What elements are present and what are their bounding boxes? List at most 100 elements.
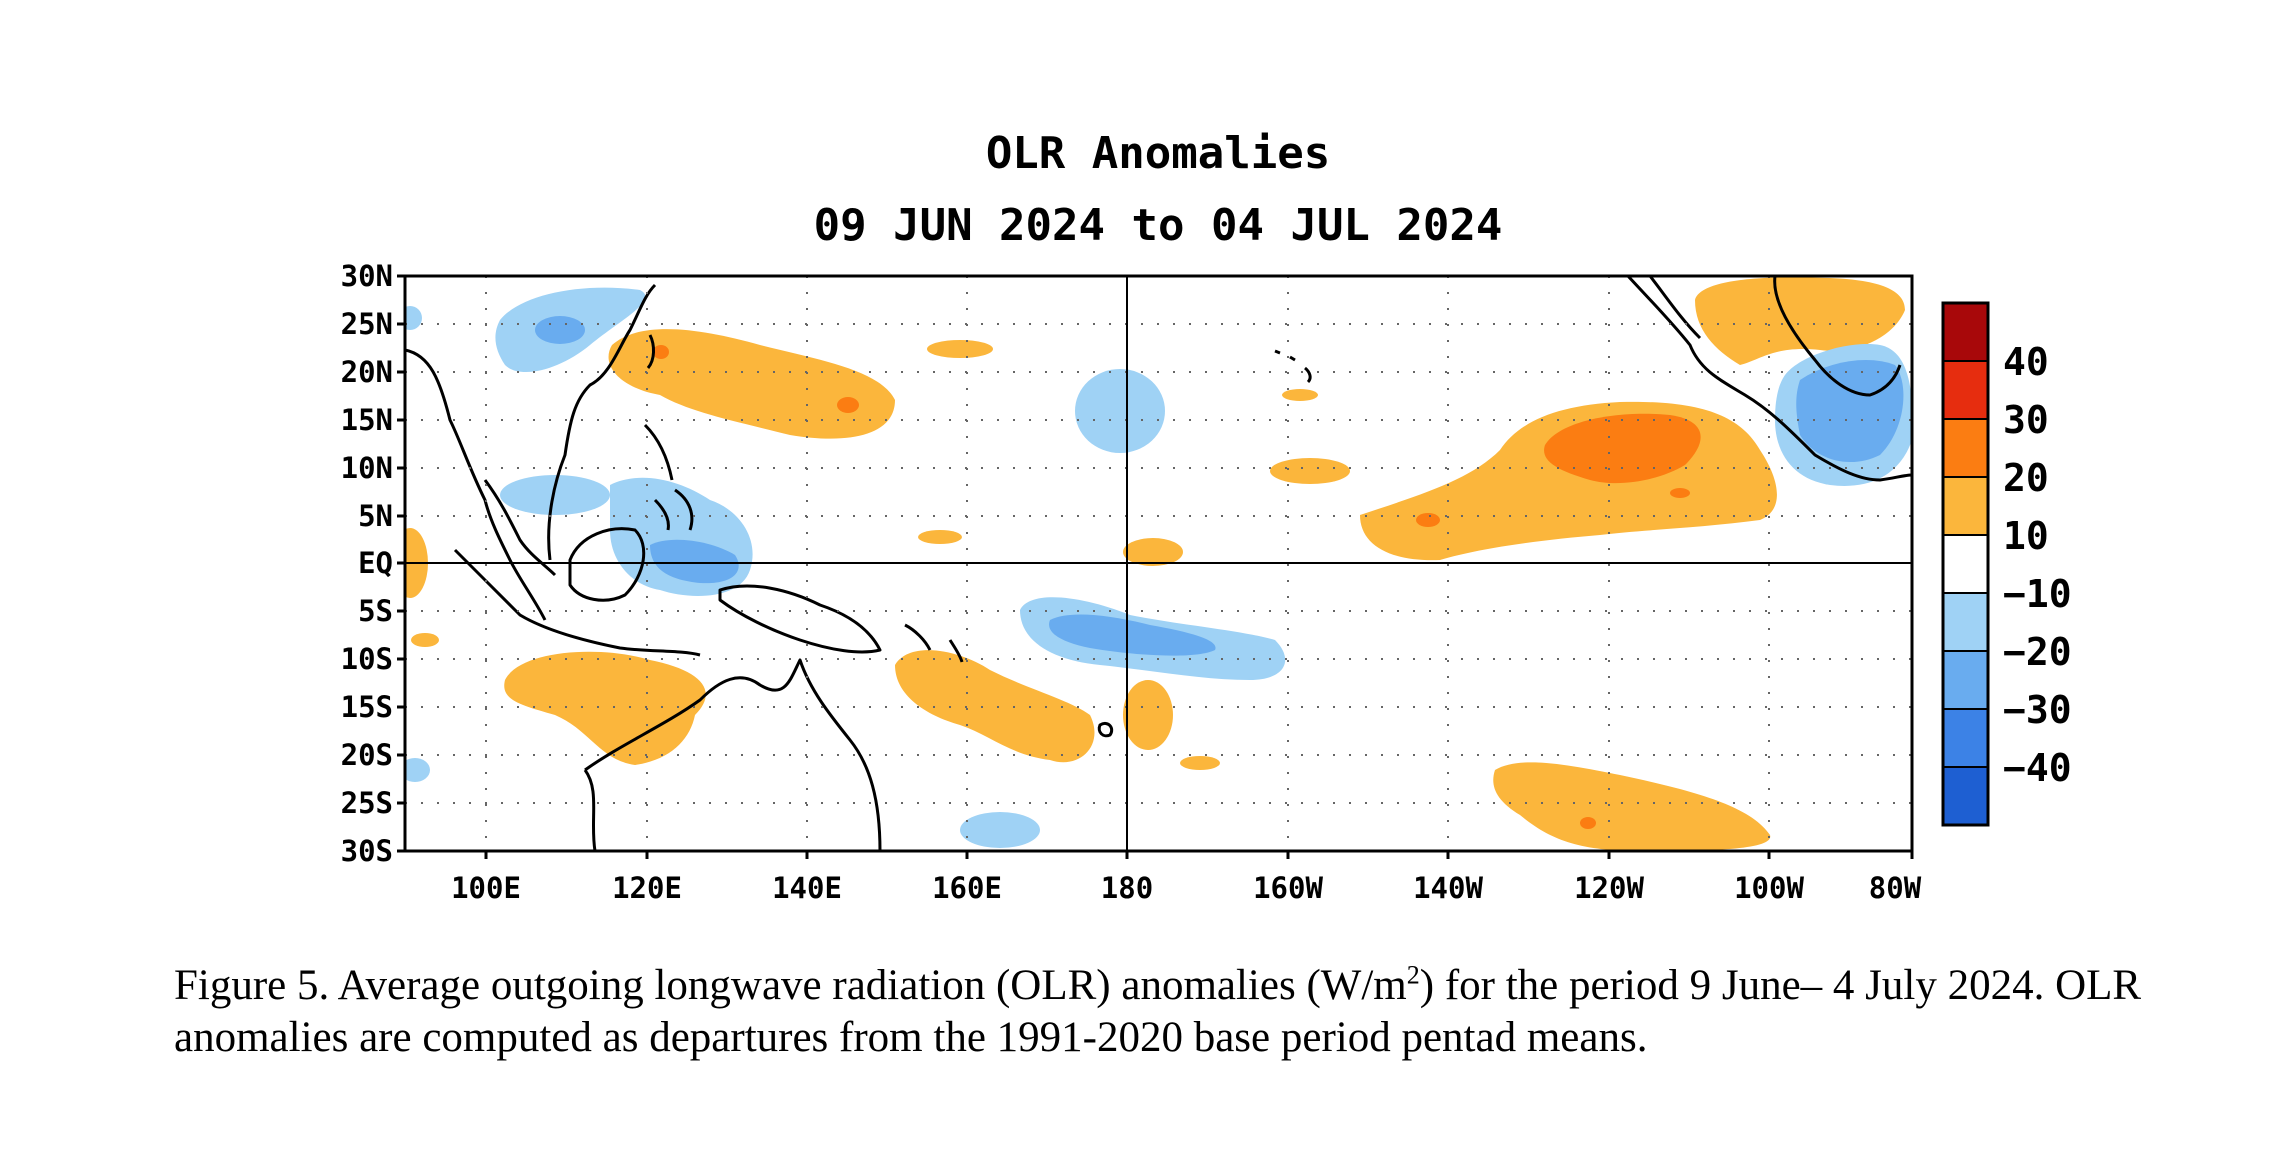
- anomaly-170e-28s: [960, 812, 1040, 848]
- anomaly-176w-15s: [1123, 680, 1173, 750]
- lat-label: 30S: [341, 834, 393, 868]
- colorbar-label: 10: [2003, 514, 2049, 558]
- anomaly-west-edge-25n: [405, 306, 422, 330]
- lat-label: 15N: [341, 403, 393, 437]
- anomaly-143e-16n-core: [837, 397, 859, 413]
- lat-label: 25N: [341, 307, 393, 341]
- anomaly-142w-6n-core: [1416, 513, 1440, 527]
- anomaly-180-1n: [1123, 538, 1183, 566]
- lat-label: 10S: [341, 642, 393, 676]
- lon-label: 140E: [772, 871, 842, 905]
- anomaly-168e-3n: [918, 530, 962, 544]
- colorbar-swatch: [1943, 535, 1988, 593]
- coast-hawaii: [1274, 349, 1312, 384]
- coast-north-america: [1626, 276, 1912, 482]
- anomaly-bay-of-bengal-edge: [500, 475, 610, 515]
- colorbar-labels: 40 30 20 10 −10 −20 −30 −40: [2003, 340, 2072, 790]
- lon-label: 120W: [1574, 871, 1644, 905]
- caption-superscript: 2: [1406, 960, 1420, 990]
- colorbar-label: −30: [2003, 688, 2072, 732]
- lat-label: 20N: [341, 355, 393, 389]
- coast-baja: [1648, 276, 1702, 340]
- colorbar-swatch: [1943, 419, 1988, 477]
- lon-label: 160E: [932, 871, 1002, 905]
- lat-label: EQ: [358, 546, 393, 580]
- anomaly-central-america-core: [1796, 360, 1904, 463]
- colorbar-label: 20: [2003, 456, 2049, 500]
- colorbar: 40 30 20 10 −10 −20 −30 −40: [1941, 301, 2072, 827]
- anomaly-122e-22n-core: [653, 345, 669, 359]
- map-panel: 30N 25N 20N 15N 10N 5N EQ 5S 10S 15S 20S…: [341, 259, 1922, 905]
- coast-solomon-islands: [904, 623, 964, 663]
- anomaly-dateline-15n: [1075, 369, 1165, 453]
- anomaly-central-pacific-core: [1049, 614, 1216, 656]
- anomaly-fields: [405, 277, 1912, 851]
- lon-label: 100E: [451, 871, 521, 905]
- coast-australia: [583, 658, 882, 851]
- lat-label: 25S: [341, 786, 393, 820]
- lat-lon-grid: [405, 276, 1912, 851]
- anomaly-southeast-pacific: [1493, 762, 1771, 851]
- anomaly-indonesia-core: [650, 539, 739, 584]
- anomaly-157w-10n: [1270, 458, 1350, 484]
- colorbar-swatch: [1943, 303, 1988, 361]
- anomaly-north-america: [1695, 277, 1905, 365]
- lat-label: 5S: [358, 594, 393, 628]
- lon-label: 120E: [612, 871, 682, 905]
- colorbar-label: −40: [2003, 746, 2072, 790]
- lat-label: 10N: [341, 451, 393, 485]
- coast-sumatra-java: [453, 548, 701, 657]
- lon-label: 100W: [1734, 871, 1804, 905]
- coast-yucatan: [1773, 276, 1902, 397]
- anomaly-166w-20s: [1180, 756, 1220, 770]
- anomaly-west-edge-22s: [405, 758, 430, 782]
- lon-label: 180: [1101, 871, 1153, 905]
- figure-caption: Figure 5. Average outgoing longwave radi…: [174, 960, 2174, 1064]
- anomaly-philippine-sea: [608, 329, 895, 439]
- lat-label: 20S: [341, 738, 393, 772]
- anomaly-110w-7n-core: [1670, 488, 1690, 498]
- coast-new-guinea: [718, 584, 882, 654]
- lon-label: 160W: [1253, 871, 1323, 905]
- coast-borneo: [568, 527, 646, 602]
- anomaly-92e-8s: [411, 633, 439, 647]
- coast-fiji: [1097, 721, 1114, 738]
- colorbar-swatch: [1943, 651, 1988, 709]
- caption-text-part2: ) for the period 9 June– 4 July 2024. OL…: [174, 962, 2142, 1061]
- caption-text-part1: Figure 5. Average outgoing longwave radi…: [174, 962, 1407, 1009]
- lon-label: 140W: [1413, 871, 1483, 905]
- coast-philippines: [643, 423, 694, 531]
- colorbar-swatch: [1943, 593, 1988, 651]
- colorbar-frame: [1941, 301, 1990, 827]
- coast-asia-mainland: [405, 283, 657, 621]
- anomaly-south-pacific-convergence: [895, 650, 1095, 763]
- anomaly-120w-27s-core: [1580, 817, 1596, 829]
- lat-label: 5N: [358, 499, 393, 533]
- olr-anomaly-figure: OLR Anomalies 09 JUN 2024 to 04 JUL 2024: [341, 128, 2072, 905]
- anomaly-south-china-sea-core: [535, 316, 585, 344]
- anomaly-120w-12n-core: [1544, 413, 1701, 484]
- negative-anomaly-20-30: [535, 316, 1904, 656]
- lat-label: 15S: [341, 690, 393, 724]
- colorbar-dividers: [1943, 360, 1988, 768]
- colorbar-swatch: [1943, 709, 1988, 767]
- colorbar-swatch: [1943, 361, 1988, 419]
- anomaly-159e-20n: [927, 340, 993, 358]
- lat-label: 30N: [341, 259, 393, 293]
- colorbar-swatch: [1943, 477, 1988, 535]
- map-title: OLR Anomalies: [986, 128, 1330, 179]
- coastlines: [405, 276, 1912, 851]
- colorbar-label: 40: [2003, 340, 2049, 384]
- colorbar-label: −20: [2003, 630, 2072, 674]
- coast-malay-peninsula: [483, 479, 557, 577]
- longitude-labels: 100E 120E 140E 160E 180 160W 140W 120W 1…: [451, 871, 1922, 905]
- colorbar-label: −10: [2003, 572, 2072, 616]
- coast-taiwan: [646, 334, 655, 369]
- anomaly-161w-22n: [1282, 389, 1318, 401]
- anomaly-north-australia: [504, 651, 706, 765]
- map-period: 09 JUN 2024 to 04 JUL 2024: [814, 200, 1503, 251]
- tick-marks: [397, 274, 1914, 859]
- lon-label: 80W: [1869, 871, 1922, 905]
- colorbar-swatch: [1943, 767, 1988, 825]
- colorbar-label: 30: [2003, 398, 2049, 442]
